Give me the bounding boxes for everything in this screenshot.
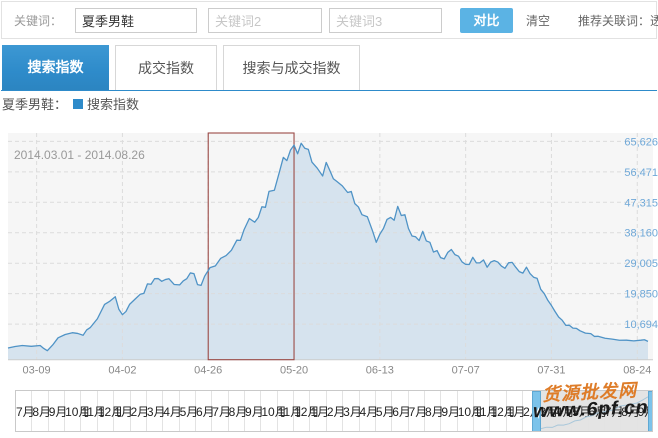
svg-text:29,005: 29,005	[624, 258, 658, 270]
svg-text:56,471: 56,471	[624, 167, 658, 179]
svg-text:03-09: 03-09	[23, 365, 51, 377]
svg-text:10,694: 10,694	[624, 319, 658, 331]
svg-text:07-31: 07-31	[537, 365, 565, 377]
svg-text:19,850: 19,850	[624, 289, 658, 301]
svg-text:04-02: 04-02	[108, 365, 136, 377]
svg-text:38,160: 38,160	[624, 228, 658, 240]
svg-text:04-26: 04-26	[194, 365, 222, 377]
svg-text:05-20: 05-20	[280, 365, 308, 377]
svg-text:65,626: 65,626	[624, 136, 658, 148]
svg-text:06-13: 06-13	[366, 365, 394, 377]
svg-text:47,315: 47,315	[624, 197, 658, 209]
svg-text:07-07: 07-07	[452, 365, 480, 377]
